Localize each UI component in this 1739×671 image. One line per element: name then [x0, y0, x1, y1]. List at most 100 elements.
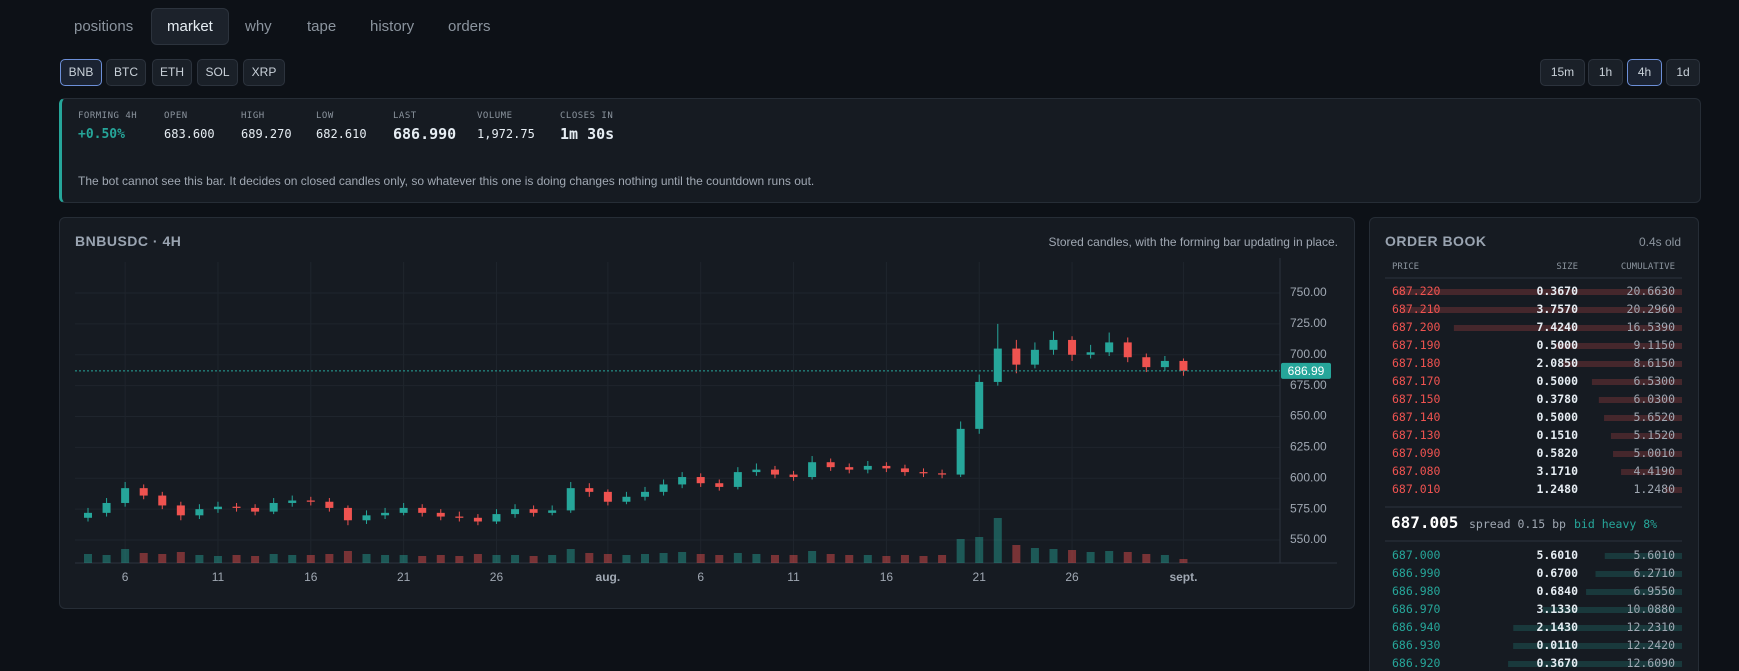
candle-body — [473, 517, 482, 522]
volume-bar — [529, 556, 538, 563]
volume-bar — [1068, 550, 1077, 563]
field-value: 683.600 — [164, 127, 215, 141]
symbol-button[interactable]: XRP — [243, 59, 285, 86]
cumulative: 8.6150 — [1633, 356, 1675, 370]
cumulative: 9.1150 — [1633, 338, 1675, 352]
size: 7.4240 — [1536, 320, 1578, 334]
volume-bar — [102, 555, 111, 563]
candle-body — [232, 506, 241, 508]
y-tick-label: 675.00 — [1290, 378, 1327, 392]
candle-body — [139, 488, 148, 496]
volume-bar — [938, 555, 947, 563]
candle-body — [975, 381, 984, 429]
volume-bar — [473, 554, 482, 563]
y-tick-label: 550.00 — [1290, 532, 1327, 546]
interval-button[interactable]: 1h — [1588, 59, 1623, 86]
order-book-title: ORDER BOOK — [1385, 233, 1487, 249]
field-label: LOW — [316, 111, 334, 121]
nav-tab[interactable]: positions — [74, 18, 134, 35]
depth-bar — [1604, 553, 1682, 559]
candle-body — [1160, 360, 1169, 368]
price: 687.210 — [1392, 302, 1441, 316]
candle-body — [1123, 342, 1132, 358]
nav-tab[interactable]: market — [151, 8, 229, 45]
candle-body — [585, 488, 594, 492]
depth-bar — [1402, 307, 1682, 313]
cumulative: 12.2420 — [1626, 638, 1675, 652]
candle-body — [678, 477, 687, 485]
size: 1.2480 — [1536, 482, 1578, 496]
nav-tab[interactable]: why — [245, 18, 272, 35]
candle-body — [325, 501, 334, 508]
candle-body — [1049, 339, 1058, 350]
candle-body — [288, 500, 297, 503]
candle-body — [641, 491, 650, 497]
nav-tab[interactable]: tape — [307, 18, 337, 35]
price: 686.980 — [1392, 584, 1441, 598]
candle-body — [251, 507, 260, 512]
cumulative: 4.4190 — [1633, 464, 1675, 478]
size: 0.3780 — [1536, 392, 1578, 406]
depth-bar — [1397, 289, 1682, 295]
x-tick-label: aug. — [596, 570, 621, 584]
volume-bar — [808, 551, 817, 563]
symbol-button[interactable]: BTC — [106, 59, 146, 86]
nav-tab[interactable]: orders — [448, 18, 491, 35]
volume-bar — [269, 554, 278, 563]
field-label: LAST — [393, 111, 417, 121]
nav-tab[interactable]: history — [370, 18, 415, 35]
x-tick-label: 6 — [122, 570, 129, 584]
candle-body — [1105, 342, 1114, 353]
y-tick-label: 750.00 — [1290, 285, 1327, 299]
interval-button[interactable]: 15m — [1540, 59, 1585, 86]
y-tick-label: 625.00 — [1290, 440, 1327, 454]
x-tick-label: 11 — [787, 570, 800, 584]
volume-bar — [381, 555, 390, 563]
volume-bar — [641, 554, 650, 563]
cumulative: 5.6520 — [1633, 410, 1675, 424]
volume-bar — [455, 556, 464, 563]
cumulative: 6.5300 — [1633, 374, 1675, 388]
depth-bar — [1586, 589, 1682, 595]
interval-button[interactable]: 1d — [1666, 59, 1700, 86]
cumulative: 20.6630 — [1626, 284, 1675, 298]
volume-bar — [176, 552, 185, 563]
x-tick-label: 6 — [697, 570, 704, 584]
x-tick-label: 21 — [397, 570, 411, 584]
candle-body — [770, 469, 779, 475]
size: 0.5000 — [1536, 338, 1578, 352]
size: 0.1510 — [1536, 428, 1578, 442]
volume-bar — [956, 539, 965, 563]
size: 0.6840 — [1536, 584, 1578, 598]
symbol-button[interactable]: SOL — [197, 59, 238, 86]
candle-body — [269, 502, 278, 512]
volume-bar — [1160, 555, 1169, 563]
volume-bar — [1179, 559, 1188, 563]
volume-bar — [325, 554, 334, 563]
price: 686.930 — [1392, 638, 1441, 652]
volume-bar — [863, 555, 872, 563]
volume-bar — [158, 554, 167, 563]
volume-bar — [770, 555, 779, 563]
size: 3.1330 — [1536, 602, 1578, 616]
forming-panel — [59, 98, 1701, 203]
volume-bar — [492, 555, 501, 563]
y-tick-label: 650.00 — [1290, 409, 1327, 423]
interval-button[interactable]: 4h — [1627, 59, 1662, 86]
candle-body — [938, 473, 947, 475]
candle-body — [1142, 357, 1151, 368]
volume-bar — [1012, 545, 1021, 563]
symbol-button[interactable]: BNB — [60, 59, 102, 86]
chart-panel — [59, 217, 1355, 609]
field-value: 1,972.75 — [477, 127, 535, 141]
candle-body — [158, 495, 167, 506]
candle-body — [343, 507, 352, 521]
candle-body — [418, 507, 427, 513]
volume-bar — [900, 555, 909, 563]
field-label: CLOSES IN — [560, 111, 614, 121]
volume-bar — [585, 553, 594, 563]
symbol-button[interactable]: ETH — [152, 59, 192, 86]
candle-body — [455, 516, 464, 518]
volume-bar — [566, 549, 575, 563]
volume-bar — [121, 549, 130, 563]
